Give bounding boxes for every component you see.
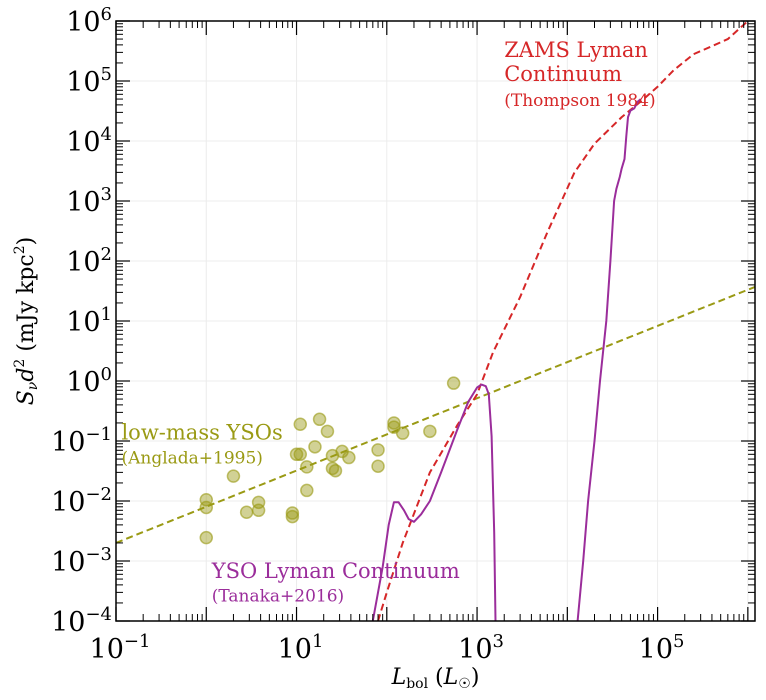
x-axis-title: Lbol (L☉) — [391, 665, 480, 692]
scatter-point — [312, 412, 327, 427]
scatter-point — [387, 416, 401, 430]
annotation-label: YSO Lyman Continuum — [211, 559, 460, 583]
y-tick-label: 10−3 — [51, 544, 112, 578]
grid — [115, 20, 755, 622]
y-tick-label: 10−1 — [51, 424, 112, 458]
scatter-point — [226, 469, 241, 483]
y-tick-label: 106 — [66, 4, 112, 38]
y-tick-label: 102 — [66, 244, 112, 278]
scatter-point — [293, 417, 308, 432]
x-tick-label: 103 — [458, 631, 504, 665]
scatter-point — [199, 530, 214, 545]
solid-line-series-4 — [576, 98, 642, 621]
y-tick-label: 10−2 — [51, 484, 112, 518]
scatter-point — [423, 424, 437, 439]
scatter-point — [371, 459, 385, 473]
annotation-label: (Anglada+1995) — [121, 449, 262, 469]
annotation-label: low-mass YSOs — [121, 421, 282, 445]
scatter-point — [293, 447, 308, 462]
annotation-label: (Thompson 1984) — [504, 91, 655, 111]
scatter-point — [446, 376, 461, 390]
axis-ticks — [115, 20, 755, 622]
solid-line-series-3 — [371, 383, 497, 621]
plot-series — [116, 21, 755, 621]
scatter-point — [320, 424, 335, 439]
annotation-label: ZAMS Lyman — [504, 38, 648, 62]
x-tick-label: 105 — [639, 631, 685, 665]
scatter-point — [371, 443, 385, 457]
scatter-point — [308, 440, 322, 454]
y-tick-label: 10−4 — [51, 604, 112, 638]
y-tick-label: 103 — [66, 184, 112, 218]
y-tick-label: 100 — [66, 364, 112, 398]
dashed-line-series-1 — [116, 285, 755, 544]
scatter-point — [289, 447, 304, 462]
y-tick-label: 101 — [66, 304, 112, 338]
dashed-line-series-2 — [377, 21, 749, 621]
annotation-label: Continuum — [504, 62, 622, 86]
x-tick-label: 101 — [278, 631, 324, 665]
scatter-point — [239, 505, 254, 519]
scatter-point — [300, 483, 314, 498]
y-tick-label: 105 — [66, 64, 112, 98]
scatter-point — [285, 506, 300, 520]
x-tick-label: 10−1 — [90, 631, 151, 665]
annotation-label: (Tanaka+2016) — [212, 587, 344, 607]
scatter-point — [285, 509, 300, 524]
scatter-point — [251, 503, 266, 518]
scatter-point — [342, 450, 356, 465]
y-tick-label: 104 — [66, 124, 112, 158]
tick-labels: 10−1 101 103 105 10−4 10−3 10−2 10−1 100 101 102 10… — [51, 4, 684, 665]
scatter-point — [300, 460, 314, 474]
scatter-point — [328, 463, 343, 478]
y-axis-title: Sνd2 (mJy kpc2) — [12, 237, 41, 406]
